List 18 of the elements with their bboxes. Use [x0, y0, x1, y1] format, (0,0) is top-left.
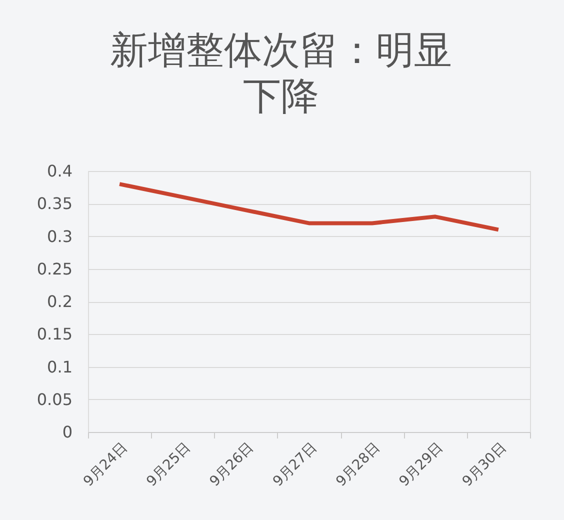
x-tick-label: 9月27日 — [270, 440, 320, 490]
y-tick-label: 0.3 — [47, 226, 72, 246]
x-tick-label: 9月25日 — [144, 440, 194, 490]
y-tick-label: 0.4 — [47, 162, 72, 180]
line-series — [118, 182, 500, 232]
y-tick-label: 0.05 — [36, 390, 72, 409]
y-tick-label: 0.15 — [36, 324, 72, 344]
x-tick-label: 9月29日 — [396, 440, 446, 490]
x-tick-label: 9月26日 — [206, 440, 257, 490]
y-tick-label: 0.2 — [47, 292, 72, 311]
x-tick-label: 9月24日 — [80, 440, 131, 490]
chart-title: 新增整体次留：明显下降 — [110, 28, 452, 118]
x-tick-label: 9月28日 — [333, 440, 384, 490]
y-tick-label: 0.35 — [36, 194, 72, 214]
y-tick-label: 0 — [62, 422, 72, 442]
y-tick-label: 0.25 — [36, 259, 72, 278]
x-tick-label: 9月30日 — [460, 440, 510, 490]
y-tick-label: 0.1 — [47, 357, 72, 376]
